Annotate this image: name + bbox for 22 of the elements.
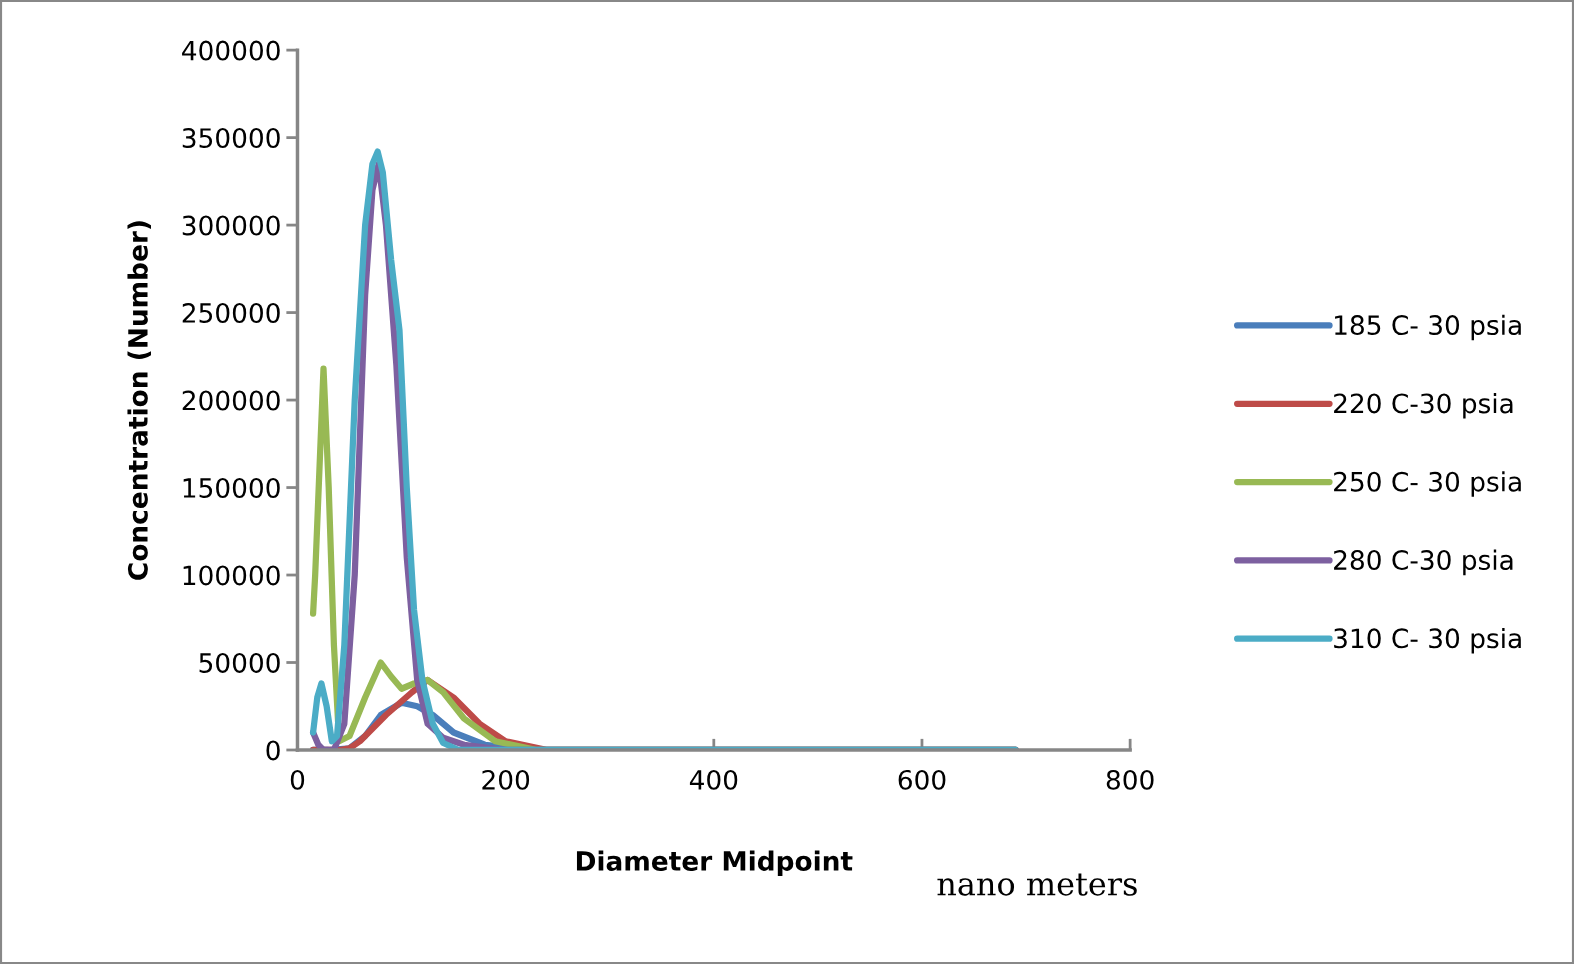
y-tick-label: 150000 (183, 477, 280, 498)
legend-label: 220 C-30 psia (1334, 392, 1513, 419)
y-tick-label: 200000 (182, 390, 280, 411)
x-tick-label: 800 (1106, 769, 1154, 790)
y-tick-label: 300000 (182, 215, 280, 236)
y-tick-label: 0 (266, 740, 280, 761)
x-tick-label: 600 (898, 769, 946, 790)
x-axis-title: Diameter Midpoint (576, 850, 853, 877)
text: nano meters (937, 873, 1137, 896)
y-axis-title: Concentration (Number) (127, 221, 151, 580)
x-tick-label: 400 (689, 769, 738, 790)
legend-label: 250 C- 30 psia (1334, 471, 1521, 497)
y-tick-label: 100000 (183, 565, 280, 586)
y-tick-label: 350000 (182, 128, 280, 149)
y-tick-label: 250000 (182, 303, 280, 323)
legend-label: 185 C- 30 psia (1335, 314, 1521, 341)
x-tick-label: 200 (482, 769, 530, 790)
legend-label: 310 C- 30 psia (1334, 627, 1521, 654)
legend-label: 280 C-30 psia (1334, 549, 1513, 576)
x-tick-label: 0 (290, 769, 305, 790)
y-tick-label: 50000 (199, 652, 280, 673)
y-tick-label: 400000 (182, 40, 280, 61)
